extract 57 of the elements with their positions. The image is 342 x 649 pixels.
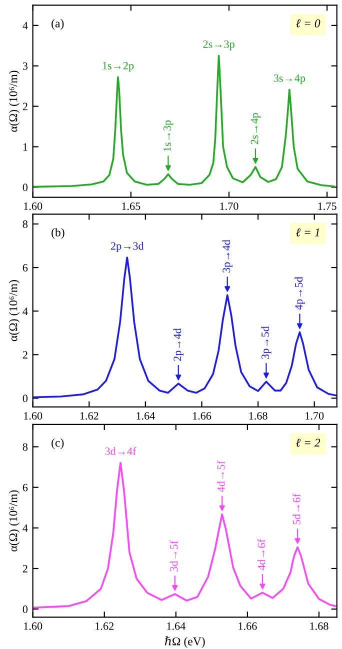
x-tick-label: 1.62 <box>96 622 114 630</box>
annotation: 2s→4p <box>250 113 261 144</box>
annotation: (b) <box>52 228 64 239</box>
x-axis-title: ℏΩ (eV) <box>164 636 205 648</box>
x-tick-label: 1.66 <box>238 622 257 630</box>
x-tick-label: 1.66 <box>192 412 212 420</box>
x-tick-label: 1.68 <box>310 622 328 630</box>
y-tick-label: 8 <box>22 220 28 228</box>
annotation: (a) <box>52 19 64 30</box>
annotation: 4d→6f <box>257 538 266 570</box>
x-tick-label: 1.60 <box>24 412 42 420</box>
x-tick-label: 1.62 <box>80 412 98 420</box>
x-tick-label: 1.64 <box>167 622 186 630</box>
annotation: 3d→4f <box>105 447 136 455</box>
x-tick-label: 1.75 <box>318 202 336 210</box>
annotation: ℓ = 1 <box>296 228 320 236</box>
y-axis-title: α(Ω) (10⁶/m) <box>8 280 20 342</box>
x-tick-label: 1.60 <box>24 202 42 210</box>
y-axis-title: α(Ω) (10⁶/m) <box>8 490 20 552</box>
y-tick-label: 4 <box>22 524 28 532</box>
annotation: 1s→2p <box>102 62 134 72</box>
line-series <box>32 462 337 609</box>
annotation: 2p→4d <box>173 328 184 361</box>
y-tick-label: 8 <box>22 443 28 451</box>
annotation: 2s→3p <box>203 40 234 50</box>
x-tick-label: 1.60 <box>24 622 42 630</box>
annotation: 3s→4p <box>274 74 306 84</box>
annotation: ℓ = 0 <box>296 19 320 28</box>
x-tick-label: 1.65 <box>122 202 140 210</box>
annotation: 3d→5f <box>170 540 178 572</box>
annotation: ℓ = 2 <box>296 438 320 447</box>
y-tick-label: 6 <box>22 264 28 272</box>
y-tick-label: 4 <box>22 22 28 30</box>
y-tick-label: 0 <box>22 606 28 614</box>
y-tick-label: 3 <box>22 62 28 70</box>
x-tick-label: 1.70 <box>306 412 324 420</box>
x-tick-label: 1.68 <box>249 412 268 420</box>
y-tick-label: 1 <box>23 143 28 151</box>
y-axis-title: α(Ω) (10⁶/m) <box>8 70 20 132</box>
y-tick-label: 6 <box>22 484 28 492</box>
line-series <box>32 54 335 188</box>
annotation: 4d→5f <box>216 460 225 492</box>
x-tick-label: 1.64 <box>136 412 155 420</box>
x-tick-label: 1.70 <box>220 202 238 210</box>
annotation: (c) <box>52 438 64 450</box>
annotation: 4p→5d <box>294 276 305 310</box>
annotation: 1s→3p <box>163 120 174 152</box>
annotation: 2p→3d <box>110 242 144 252</box>
y-tick-label: 2 <box>22 102 28 110</box>
y-tick-label: 0 <box>22 394 28 402</box>
y-tick-label: 2 <box>22 565 28 572</box>
annotation: 3p→4d <box>222 240 232 272</box>
y-tick-label: 2 <box>22 351 28 359</box>
annotation: 3p→5d <box>261 326 272 359</box>
annotation: 5d→6f <box>292 494 300 524</box>
y-tick-label: 4 <box>22 308 28 315</box>
y-tick-label: 0 <box>22 184 28 192</box>
